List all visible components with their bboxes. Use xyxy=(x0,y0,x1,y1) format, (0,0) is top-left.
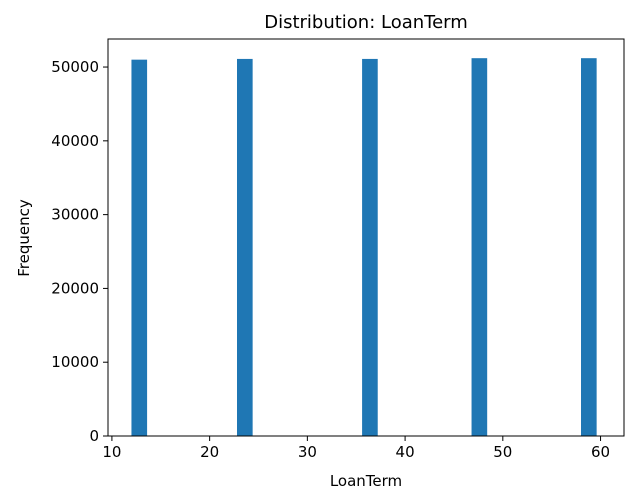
y-tick-label: 40000 xyxy=(51,132,99,150)
chart-title: Distribution: LoanTerm xyxy=(264,12,468,33)
bar-3 xyxy=(362,58,378,436)
x-tick-label: 20 xyxy=(200,443,219,461)
x-axis-title: LoanTerm xyxy=(330,472,402,490)
x-axis: 10 20 30 40 50 60 xyxy=(102,436,610,461)
y-tick-label: 0 xyxy=(89,427,99,445)
y-tick-label: 50000 xyxy=(51,58,99,76)
y-axis: 0 10000 20000 30000 40000 50000 xyxy=(51,58,108,445)
bar-5 xyxy=(581,58,597,436)
bar-4 xyxy=(471,58,488,436)
bars-group xyxy=(131,58,597,436)
plot-frame xyxy=(107,38,625,437)
bar-2 xyxy=(237,58,253,436)
bar-1 xyxy=(131,59,148,436)
x-tick-label: 30 xyxy=(298,443,317,461)
y-tick-label: 20000 xyxy=(51,279,99,297)
y-tick-label: 30000 xyxy=(51,206,99,224)
x-tick-label: 60 xyxy=(591,443,610,461)
y-tick-label: 10000 xyxy=(51,353,99,371)
x-tick-label: 40 xyxy=(396,443,415,461)
y-axis-title: Frequency xyxy=(15,199,33,277)
x-tick-label: 50 xyxy=(493,443,512,461)
x-tick-label: 10 xyxy=(102,443,121,461)
